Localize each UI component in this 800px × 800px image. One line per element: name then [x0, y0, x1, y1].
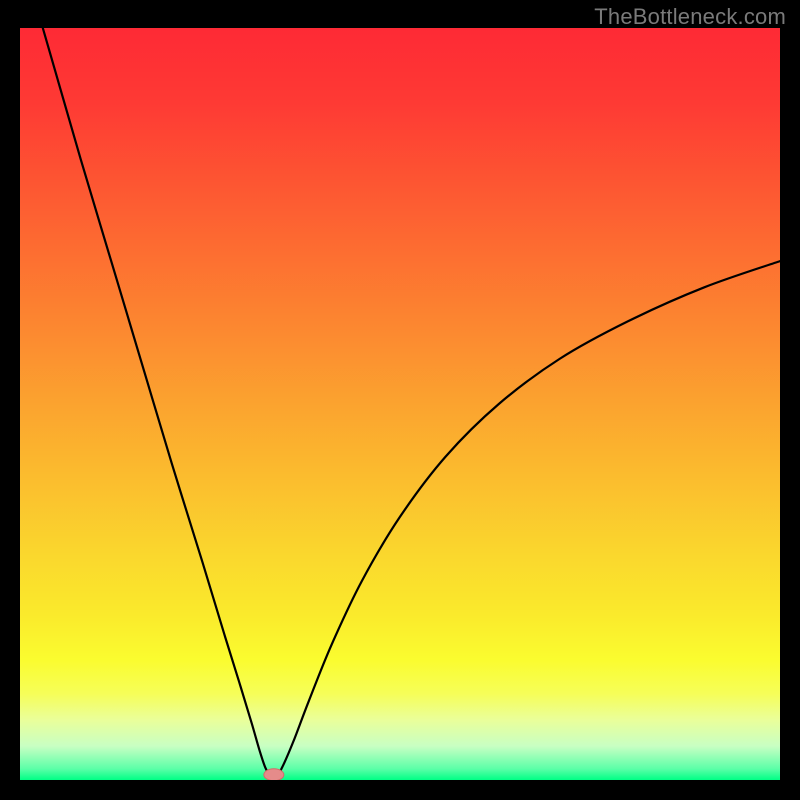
chart-frame: TheBottleneck.com	[0, 0, 800, 800]
minimum-marker	[264, 769, 284, 780]
gradient-background	[20, 28, 780, 780]
plot-area	[20, 28, 780, 780]
plot-svg	[20, 28, 780, 780]
watermark-text: TheBottleneck.com	[594, 4, 786, 30]
